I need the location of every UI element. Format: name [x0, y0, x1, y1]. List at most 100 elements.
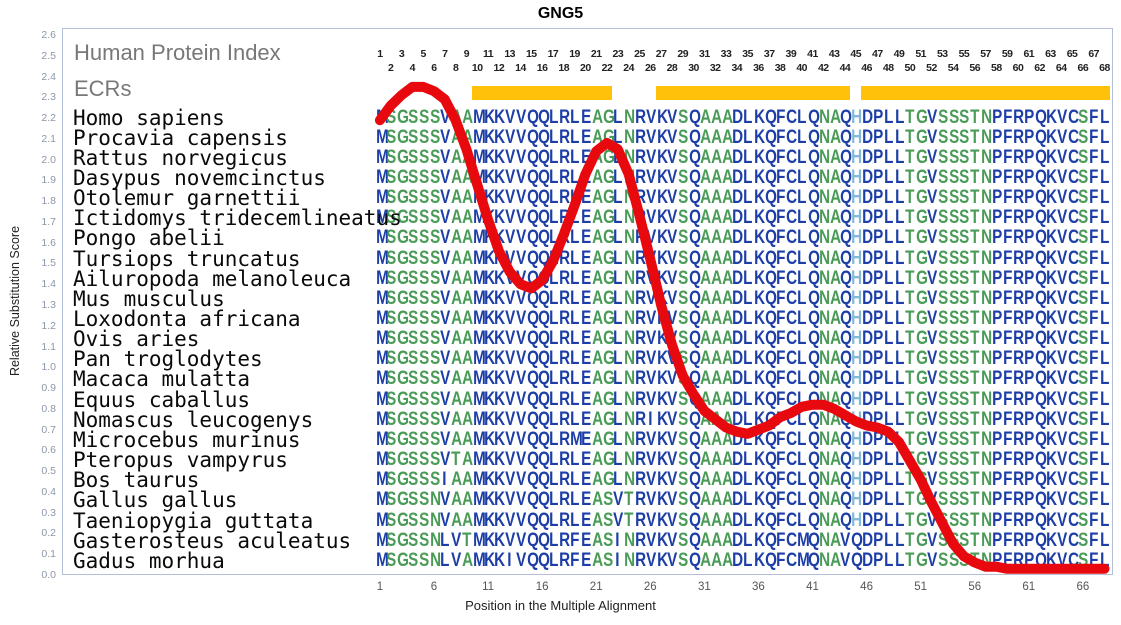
- residue: S: [408, 267, 419, 289]
- residue: S: [429, 368, 440, 390]
- residue: C: [786, 106, 798, 128]
- residue: F: [1089, 308, 1099, 329]
- residue: A: [710, 126, 722, 148]
- residue: R: [559, 267, 571, 289]
- residue: A: [699, 549, 711, 571]
- residue: A: [591, 408, 603, 430]
- residue: S: [948, 166, 959, 188]
- residue: K: [656, 348, 668, 370]
- residue: C: [786, 146, 798, 168]
- residue: A: [591, 308, 603, 329]
- residue: V: [927, 549, 938, 571]
- residue: C: [786, 549, 798, 571]
- residue: C: [786, 348, 798, 370]
- residue: C: [1067, 187, 1079, 209]
- residue: S: [1078, 146, 1089, 168]
- residue: P: [872, 106, 884, 128]
- residue: M: [375, 368, 389, 390]
- residue: A: [451, 428, 463, 450]
- x-tick-label: 1: [376, 581, 384, 593]
- residue: V: [645, 207, 657, 229]
- residue: D: [862, 287, 874, 309]
- residue: A: [710, 549, 722, 571]
- residue: C: [1067, 207, 1079, 229]
- residue: L: [548, 187, 558, 209]
- residue: Q: [537, 126, 550, 148]
- residue: S: [959, 287, 970, 309]
- residue: V: [516, 348, 527, 370]
- residue: Q: [526, 368, 539, 390]
- species-name: Gasterosteus aculeatus: [73, 528, 352, 553]
- residue: R: [635, 428, 647, 450]
- residue: S: [678, 126, 689, 148]
- residue: S: [959, 247, 970, 269]
- residue: Q: [537, 328, 550, 350]
- residue: V: [505, 207, 516, 229]
- residue: F: [1089, 106, 1099, 128]
- residue: A: [710, 449, 722, 471]
- residue: V: [1056, 106, 1067, 128]
- residue: K: [656, 106, 668, 128]
- residue: Q: [1035, 106, 1047, 128]
- residue: C: [786, 489, 798, 511]
- residue: L: [570, 308, 580, 329]
- position-number: 42: [817, 62, 829, 74]
- residue: L: [797, 328, 807, 350]
- position-number: 51: [915, 48, 926, 60]
- residue: T: [451, 449, 461, 471]
- residue: C: [1067, 368, 1079, 390]
- y-tick-label: 2.6: [41, 29, 56, 41]
- residue: P: [991, 308, 1003, 329]
- residue: L: [797, 166, 807, 188]
- residue: G: [397, 126, 410, 148]
- residue: S: [678, 428, 689, 450]
- residue: P: [991, 287, 1003, 309]
- residue: S: [937, 449, 948, 471]
- residue: T: [970, 449, 980, 471]
- residue: G: [397, 267, 410, 289]
- position-number: 35: [742, 48, 753, 60]
- residue: A: [451, 408, 463, 430]
- residue: T: [905, 408, 915, 430]
- residue: V: [667, 287, 678, 309]
- residue: Q: [537, 207, 550, 229]
- residue: A: [451, 489, 463, 511]
- residue: M: [472, 549, 486, 571]
- residue: N: [624, 287, 636, 309]
- residue: G: [397, 549, 410, 571]
- residue: K: [494, 408, 506, 430]
- residue: L: [1100, 207, 1110, 229]
- position-number: 67: [1088, 48, 1100, 60]
- residue: R: [1013, 308, 1025, 329]
- residue: C: [786, 247, 798, 269]
- residue: N: [818, 207, 830, 229]
- residue: L: [613, 388, 623, 410]
- residue: L: [743, 428, 753, 450]
- residue: Q: [526, 348, 539, 370]
- position-number: 43: [828, 48, 840, 60]
- residue: P: [1024, 227, 1035, 249]
- residue: E: [581, 388, 592, 410]
- residue: Q: [808, 287, 820, 309]
- residue: K: [754, 388, 766, 410]
- residue: V: [667, 348, 678, 370]
- residue: G: [602, 106, 615, 128]
- residue: E: [581, 267, 592, 289]
- residue: G: [397, 328, 410, 350]
- residue: K: [483, 529, 495, 551]
- residue: S: [429, 247, 440, 269]
- residue: L: [883, 388, 894, 410]
- residue: L: [570, 469, 580, 491]
- residue: P: [872, 469, 884, 491]
- residue: A: [591, 247, 603, 269]
- residue: L: [570, 449, 580, 471]
- residue: V: [927, 106, 938, 128]
- residue: Q: [764, 106, 777, 128]
- residue: A: [699, 227, 711, 249]
- position-number: 28: [666, 62, 678, 74]
- residue: C: [1067, 428, 1079, 450]
- residue: V: [927, 287, 938, 309]
- residue: E: [581, 328, 592, 350]
- residue: S: [937, 227, 948, 249]
